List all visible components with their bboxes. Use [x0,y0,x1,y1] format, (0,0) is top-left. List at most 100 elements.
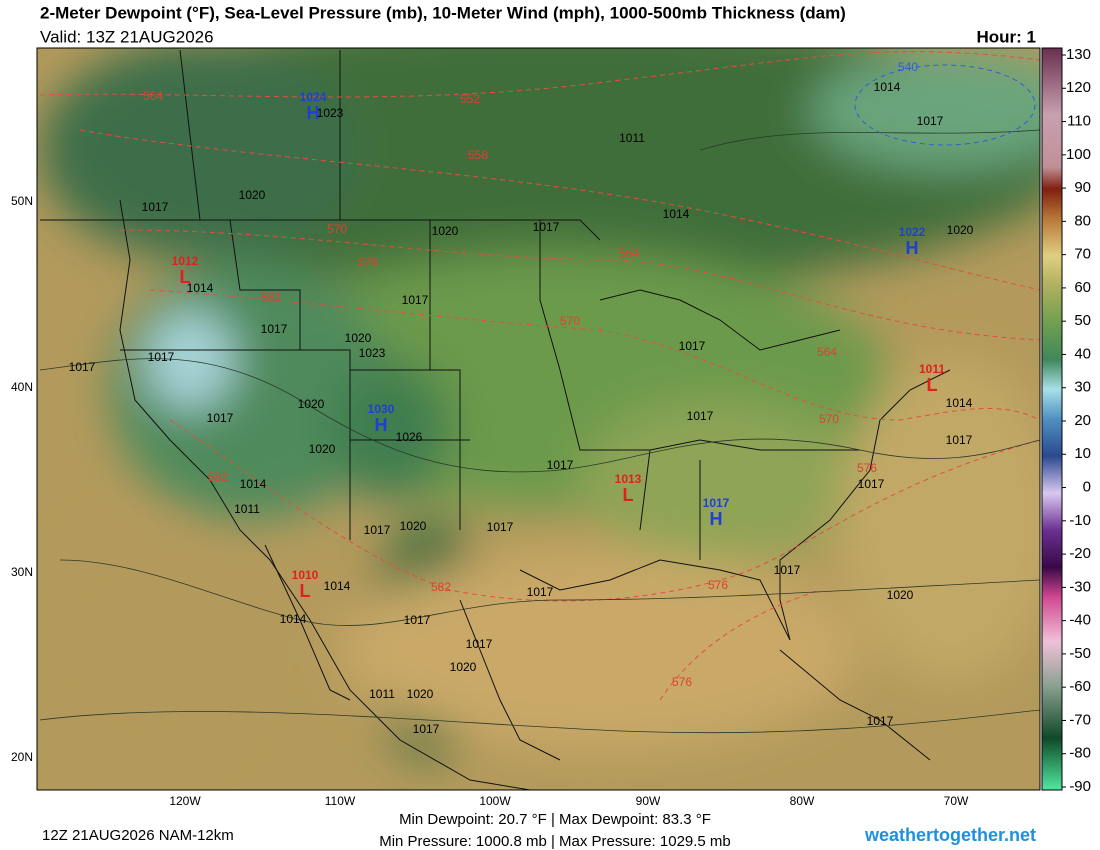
colorbar-tick-label: -10 [1069,512,1091,529]
isobar-label: 1023 [359,346,386,360]
isobar-label: 1017 [867,714,894,728]
isobar-label: 1017 [917,114,944,128]
isobar-label: 1020 [450,660,477,674]
longitude-label: 100W [479,794,511,808]
colorbar-tick-label: 120 [1066,79,1091,96]
isobar-label: 1011 [234,502,260,516]
thickness-label: 564 [143,89,163,103]
isobar-label: 1017 [547,458,574,472]
latitude-label: 40N [11,380,33,394]
isobar-label: 1017 [466,637,493,651]
forecast-hour: Hour: 1 [977,27,1037,46]
pressure-center-letter: L [180,267,191,287]
isobar-label: 1017 [774,563,801,577]
colorbar-tick-label: 100 [1066,146,1091,163]
isobar-label: 1026 [396,430,423,444]
colorbar-tick-label: 90 [1074,179,1091,196]
isobar-label: 1020 [432,224,459,238]
valid-time: Valid: 13Z 21AUG2026 [40,27,214,46]
map-frame [36,47,1041,791]
thickness-label: 570 [327,222,347,236]
pressure-center-value: 1011 [919,362,945,376]
pressure-center-letter: L [623,485,634,505]
isobar-label: 1020 [947,223,974,237]
thickness-label: 564 [817,345,837,359]
pressure-center-value: 1017 [703,496,730,510]
colorbar-tick-label: -20 [1069,545,1091,562]
colorbar-tick-label: 50 [1074,312,1091,329]
pressure-center-letter: H [307,103,320,123]
isobar-label: 1014 [324,579,351,593]
colorbar-tick-label: 20 [1074,412,1091,429]
longitude-label: 90W [636,794,661,808]
isobar-label: 1017 [261,322,288,336]
thickness-label: 582 [208,470,228,484]
isobar-label: 1017 [533,220,560,234]
isobar-label: 1020 [345,331,372,345]
longitude-label: 110W [325,794,356,808]
pressure-center-letter: L [300,581,311,601]
isobar-label: 1023 [317,106,344,120]
longitude-label: 70W [944,794,969,808]
colorbar-tick-label: 10 [1074,445,1091,462]
isobar-label: 1017 [487,520,514,534]
isobar-label: 1020 [309,442,336,456]
colorbar-tick-label: 70 [1074,246,1091,263]
isobar-label: 1017 [142,200,169,214]
thickness-label: 576 [358,255,378,269]
colorbar-tick-label: -60 [1069,678,1091,695]
latitude-label: 30N [11,565,33,579]
pressure-range: Min Pressure: 1000.8 mb | Max Pressure: … [379,833,731,850]
isobar-label: 1020 [298,397,325,411]
isobar-label: 1014 [663,207,690,221]
thickness-label: 576 [672,675,692,689]
thickness-label: 582 [431,580,451,594]
longitude-label: 120W [169,794,201,808]
isobar-label: 1017 [679,339,706,353]
isobar-label: 1017 [404,613,431,627]
colorbar-tick-label: -80 [1069,745,1091,762]
model-run: 12Z 21AUG2026 NAM-12km [42,827,234,844]
isobar-label: 1017 [69,360,96,374]
colorbar-tick-label: 110 [1067,113,1091,130]
colorbar-tick-label: 40 [1074,345,1091,362]
colorbar-tick-label: 0 [1083,479,1091,496]
isobar-label: 1011 [369,687,395,701]
longitude-label: 80W [790,794,815,808]
dewpoint-range: Min Dewpoint: 20.7 °F | Max Dewpoint: 83… [399,811,711,828]
isobar-label: 1017 [402,293,429,307]
isobar-label: 1017 [858,477,885,491]
isobar-label: 1017 [207,411,234,425]
isobar-label: 1011 [619,131,645,145]
thickness-label: 576 [708,578,728,592]
pressure-center-letter: H [375,415,388,435]
colorbar-tick-label: 60 [1074,279,1091,296]
isobar-label: 1017 [687,409,714,423]
colorbar-tick-label: -30 [1069,578,1091,595]
isobar-label: 1020 [239,188,266,202]
isobar-label: 1017 [148,350,175,364]
thickness-label: 570 [560,314,580,328]
map-title: 2-Meter Dewpoint (°F), Sea-Level Pressur… [40,3,846,22]
thickness-label: 540 [898,60,918,74]
thickness-label: 564 [619,246,639,260]
colorbar-tick-label: 80 [1074,212,1091,229]
thickness-label: 552 [460,92,480,106]
pressure-center-letter: L [927,375,938,395]
isobar-label: 1020 [400,519,427,533]
colorbar-tick-label: -50 [1069,645,1091,662]
colorbar-tick-label: -90 [1069,778,1091,795]
pressure-center-letter: H [906,238,919,258]
pressure-center-value: 1013 [615,472,642,486]
isobar-label: 1014 [280,612,307,626]
colorbar [1041,47,1063,791]
isobar-label: 1017 [364,523,391,537]
colorbar-tick-label: 30 [1074,379,1091,396]
isobar-label: 1014 [946,396,973,410]
colorbar-tick-label: 130 [1066,46,1091,63]
isobar-label: 1020 [887,588,914,602]
thickness-label: 558 [468,148,488,162]
pressure-center-letter: H [710,509,723,529]
map-field [37,48,1040,790]
